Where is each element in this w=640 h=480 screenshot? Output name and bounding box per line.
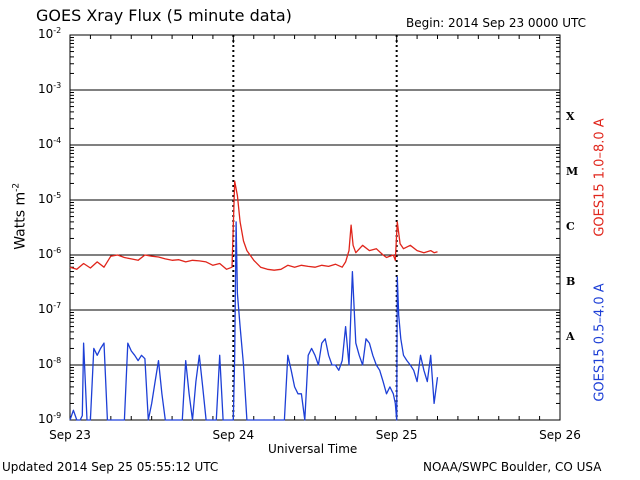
x-tick-label: Sep 23 — [49, 428, 91, 442]
y-tick-base: 10 — [38, 247, 54, 261]
credit-text: NOAA/SWPC Boulder, CO USA — [423, 460, 602, 474]
y-tick-exponent: -4 — [53, 136, 62, 145]
chart-title: GOES Xray Flux (5 minute data) — [36, 6, 292, 25]
y-tick-exponent: -5 — [53, 191, 62, 200]
y-tick-label: 10-6 — [38, 246, 61, 261]
plot-frame — [69, 34, 561, 421]
flare-class-c: C — [566, 219, 575, 233]
flare-class-b: B — [566, 274, 576, 288]
y-tick-base: 10 — [38, 137, 54, 151]
y-tick-exponent: -2 — [53, 26, 62, 35]
y-tick-exponent: -3 — [53, 81, 62, 90]
y-axis-label: Watts m-2 — [4, 168, 34, 268]
x-tick-label: Sep 24 — [212, 428, 255, 442]
y-axis-label-exponent: -2 — [11, 182, 22, 192]
y-tick-label: 10-7 — [38, 301, 61, 316]
y-tick-label: 10-2 — [38, 26, 61, 41]
series-line-blue — [69, 221, 439, 421]
series-line-red — [69, 180, 438, 271]
flare-class-m: M — [566, 164, 579, 178]
flare-class-x: X — [566, 109, 575, 123]
y-tick-label: 10-9 — [38, 411, 61, 426]
y-tick-base: 10 — [38, 412, 54, 426]
y-tick-label: 10-4 — [38, 136, 61, 151]
begin-time: Begin: 2014 Sep 23 0000 UTC — [406, 16, 587, 30]
y-axis-label-text: Watts m — [12, 191, 29, 250]
y-tick-base: 10 — [38, 27, 54, 41]
y-tick-exponent: -7 — [53, 301, 62, 310]
y-tick-base: 10 — [38, 357, 54, 371]
y-tick-label: 10-5 — [38, 191, 61, 206]
y-tick-label: 10-3 — [38, 81, 61, 96]
legend-blue-series: GOES15 0.5–4.0 A — [592, 283, 608, 402]
y-tick-base: 10 — [38, 302, 54, 316]
y-tick-exponent: -8 — [53, 356, 62, 365]
x-tick-label: Sep 25 — [375, 428, 418, 442]
y-tick-base: 10 — [38, 82, 54, 96]
flare-class-a: A — [566, 329, 575, 343]
y-tick-base: 10 — [38, 192, 54, 206]
x-axis-label: Universal Time — [268, 442, 358, 456]
y-tick-label: 10-8 — [38, 356, 61, 371]
legend-red-series: GOES15 1.0–8.0 A — [592, 118, 608, 237]
x-tick-label: Sep 26 — [539, 428, 581, 442]
y-tick-exponent: -9 — [53, 411, 62, 420]
updated-timestamp: Updated 2014 Sep 25 05:55:12 UTC — [2, 460, 219, 474]
y-tick-exponent: -6 — [53, 246, 62, 255]
